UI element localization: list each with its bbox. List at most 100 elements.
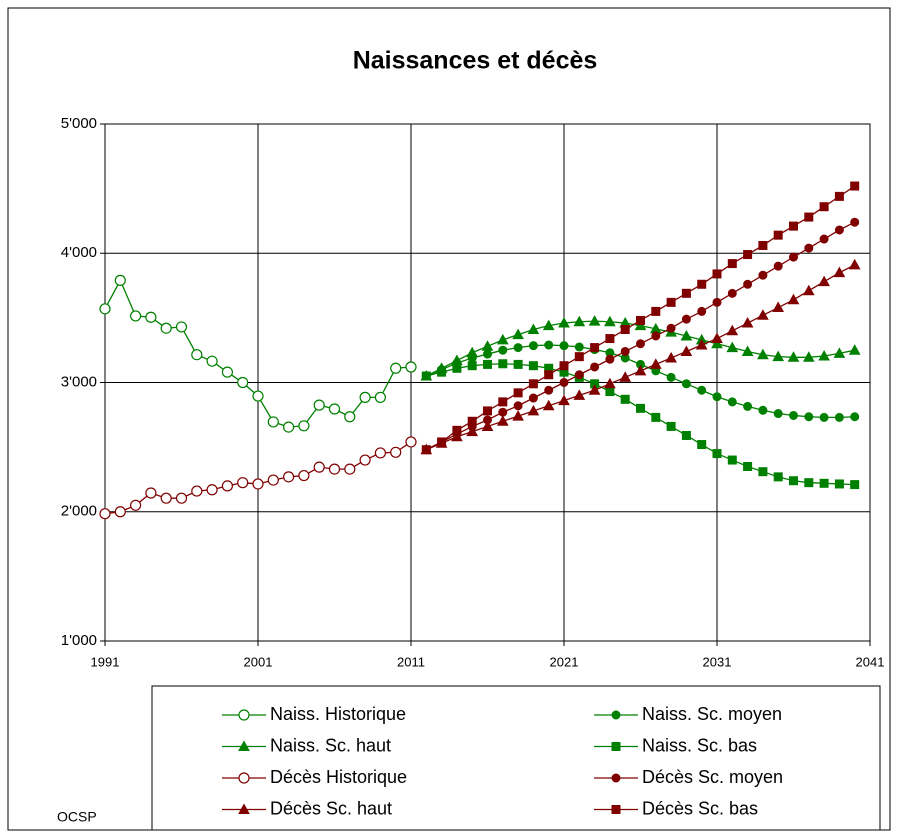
legend-box xyxy=(151,685,881,831)
x-tick-label: 1991 xyxy=(91,654,120,669)
point xyxy=(512,328,524,340)
point xyxy=(620,394,630,404)
point xyxy=(712,269,722,279)
y-tick-label: 2'000 xyxy=(61,503,97,520)
point xyxy=(834,225,844,235)
point xyxy=(850,217,860,227)
point xyxy=(757,348,769,360)
point xyxy=(467,361,477,371)
point xyxy=(573,389,586,400)
point xyxy=(512,410,524,421)
point xyxy=(833,266,846,278)
point xyxy=(528,361,538,371)
point xyxy=(741,345,754,356)
point xyxy=(588,315,601,326)
point xyxy=(772,301,785,313)
point xyxy=(191,349,203,361)
point xyxy=(467,416,477,426)
point xyxy=(819,412,829,422)
point xyxy=(697,279,707,289)
point xyxy=(513,343,523,353)
point xyxy=(405,436,417,448)
y-tick-label: 3'000 xyxy=(61,373,97,390)
point xyxy=(374,391,386,403)
point xyxy=(513,401,523,411)
point xyxy=(466,425,479,437)
point xyxy=(743,279,753,289)
point xyxy=(819,234,829,244)
point xyxy=(789,410,798,420)
point xyxy=(758,467,768,477)
point xyxy=(680,329,693,341)
point xyxy=(483,359,492,369)
point xyxy=(605,354,615,364)
point xyxy=(283,471,295,483)
legend-label: Décès Historique xyxy=(270,767,407,787)
point xyxy=(421,371,431,381)
point xyxy=(620,346,630,356)
point xyxy=(773,261,783,271)
point xyxy=(558,394,570,406)
point xyxy=(726,341,739,353)
point xyxy=(496,333,509,345)
point xyxy=(804,412,814,422)
point xyxy=(636,315,645,325)
point xyxy=(527,404,540,416)
point xyxy=(498,345,508,355)
point xyxy=(206,355,218,367)
point xyxy=(145,487,157,499)
point xyxy=(405,361,417,373)
point xyxy=(573,315,586,327)
point xyxy=(697,440,707,450)
point xyxy=(818,275,830,287)
point xyxy=(680,345,693,356)
y-tick-label: 1'000 xyxy=(61,632,97,649)
legend-label: Décès Sc. bas xyxy=(642,798,758,818)
point xyxy=(267,474,279,486)
point xyxy=(681,314,691,324)
point xyxy=(651,412,661,422)
chart-title: Naissances et décès xyxy=(353,47,598,75)
point xyxy=(513,388,523,398)
point xyxy=(588,384,601,395)
point xyxy=(834,191,844,201)
point xyxy=(787,293,800,305)
point xyxy=(328,403,341,415)
point xyxy=(544,385,554,395)
point xyxy=(528,341,538,351)
point xyxy=(114,506,126,518)
point xyxy=(238,803,250,814)
point xyxy=(711,337,723,349)
point xyxy=(619,371,632,382)
point xyxy=(160,322,172,334)
point xyxy=(819,202,829,212)
point xyxy=(542,319,555,331)
point xyxy=(697,306,707,316)
point xyxy=(818,349,830,361)
point xyxy=(574,342,584,352)
point xyxy=(496,415,509,426)
annotation: OCSP xyxy=(57,809,97,825)
point xyxy=(741,317,754,328)
point xyxy=(559,361,569,371)
point xyxy=(544,370,554,380)
point xyxy=(130,310,142,322)
point xyxy=(527,323,540,335)
point xyxy=(452,363,462,373)
point xyxy=(611,773,621,783)
point xyxy=(252,478,264,490)
point xyxy=(666,297,676,307)
point xyxy=(421,445,431,455)
point xyxy=(620,325,630,335)
x-tick-label: 2021 xyxy=(550,654,579,669)
point xyxy=(175,492,188,504)
point xyxy=(283,421,295,433)
legend-label: Naiss. Sc. moyen xyxy=(642,704,782,724)
point xyxy=(773,409,783,419)
point xyxy=(99,303,111,315)
point xyxy=(175,321,188,333)
point xyxy=(559,378,569,387)
point xyxy=(114,274,126,286)
point xyxy=(574,352,584,362)
point xyxy=(665,351,677,363)
